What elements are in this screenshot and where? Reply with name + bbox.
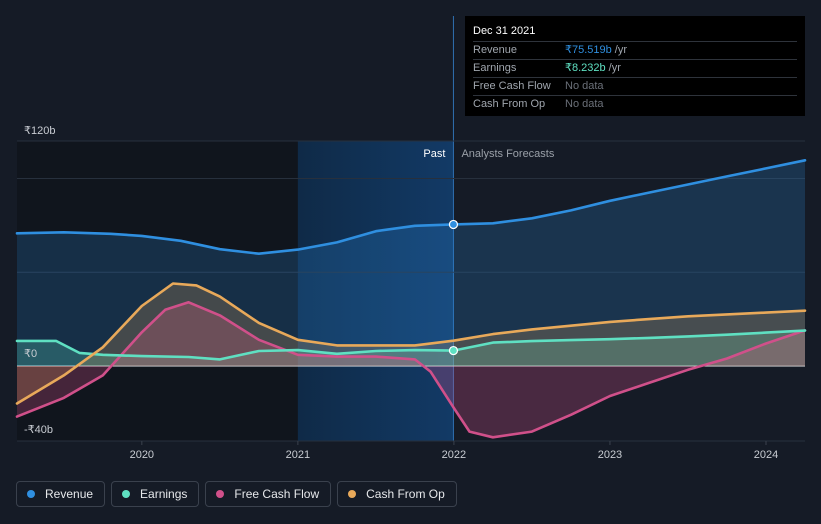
free-cash-flow-area (17, 302, 805, 438)
tooltip-value: No data (565, 80, 604, 92)
legend-dot-icon (122, 490, 131, 498)
legend-dot-icon (348, 490, 357, 498)
tooltip-value: No data (565, 98, 604, 110)
tooltip-row-free-cash-flow: Free Cash Flow No data (473, 77, 797, 94)
earnings-line (15, 329, 807, 361)
y-tick-label: -₹40b (24, 424, 53, 436)
legend-item-cash-from-op[interactable]: Cash From Op (337, 481, 457, 507)
axis-labels: ₹120b ₹0 -₹40b 2020 2021 2022 2023 2024 Past Anal… (24, 125, 778, 461)
tooltip-label: Revenue (473, 44, 518, 56)
revenue-highlight-point (448, 219, 459, 230)
tooltip-value: ₹8.232b (565, 62, 606, 74)
legend: Revenue Earnings Free Cash Flow Cash Fro… (16, 481, 457, 507)
cash-from-op-line (15, 282, 807, 405)
legend-item-revenue[interactable]: Revenue (16, 481, 106, 507)
tooltip-label: Cash From Op (473, 98, 546, 110)
legend-item-earnings[interactable]: Earnings (111, 481, 200, 507)
past-panel-dark (17, 141, 298, 441)
x-tick-label: 2022 (442, 449, 466, 461)
free-cash-flow-line (15, 301, 807, 439)
tooltip-value: ₹75.519b (565, 44, 612, 56)
legend-dot-icon (216, 490, 225, 498)
x-tick-label: 2021 (286, 449, 310, 461)
x-tick-label: 2024 (754, 449, 778, 461)
tooltip-row-revenue: Revenue ₹75.519b /yr (473, 41, 797, 58)
y-tick-label: ₹120b (24, 125, 55, 137)
earnings-highlight-point (448, 345, 459, 356)
tooltip-label: Free Cash Flow (473, 80, 551, 92)
legend-label: Earnings (140, 487, 188, 501)
tooltip-date: Dec 31 2021 (473, 25, 536, 37)
legend-dot-icon (27, 490, 35, 498)
revenue-line (15, 159, 807, 255)
legend-label: Cash From Op (366, 487, 445, 501)
highlight-markers (448, 219, 459, 356)
x-tick-label: 2020 (130, 449, 154, 461)
past-label: Past (423, 148, 445, 160)
legend-item-free-cash-flow[interactable]: Free Cash Flow (205, 481, 332, 507)
series-lines (15, 159, 807, 439)
x-tick-label: 2023 (598, 449, 622, 461)
tooltip-label: Earnings (473, 62, 517, 74)
tooltip-row-earnings: Earnings ₹8.232b /yr (473, 59, 797, 76)
chart-background (17, 16, 454, 441)
forecast-label: Analysts Forecasts (461, 148, 554, 160)
tooltip-unit: /yr (608, 62, 621, 74)
grid (17, 140, 805, 445)
revenue-area (17, 160, 805, 366)
tooltip-row-cash-from-op: Cash From Op No data (473, 95, 797, 112)
y-tick-label: ₹0 (24, 348, 37, 360)
past-panel-highlight (297, 141, 454, 441)
tooltip-unit: /yr (614, 44, 627, 56)
legend-label: Revenue (45, 487, 94, 501)
tooltip: Dec 31 2021 Revenue ₹75.519b /yr Earning… (465, 16, 805, 116)
legend-label: Free Cash Flow (234, 487, 320, 501)
